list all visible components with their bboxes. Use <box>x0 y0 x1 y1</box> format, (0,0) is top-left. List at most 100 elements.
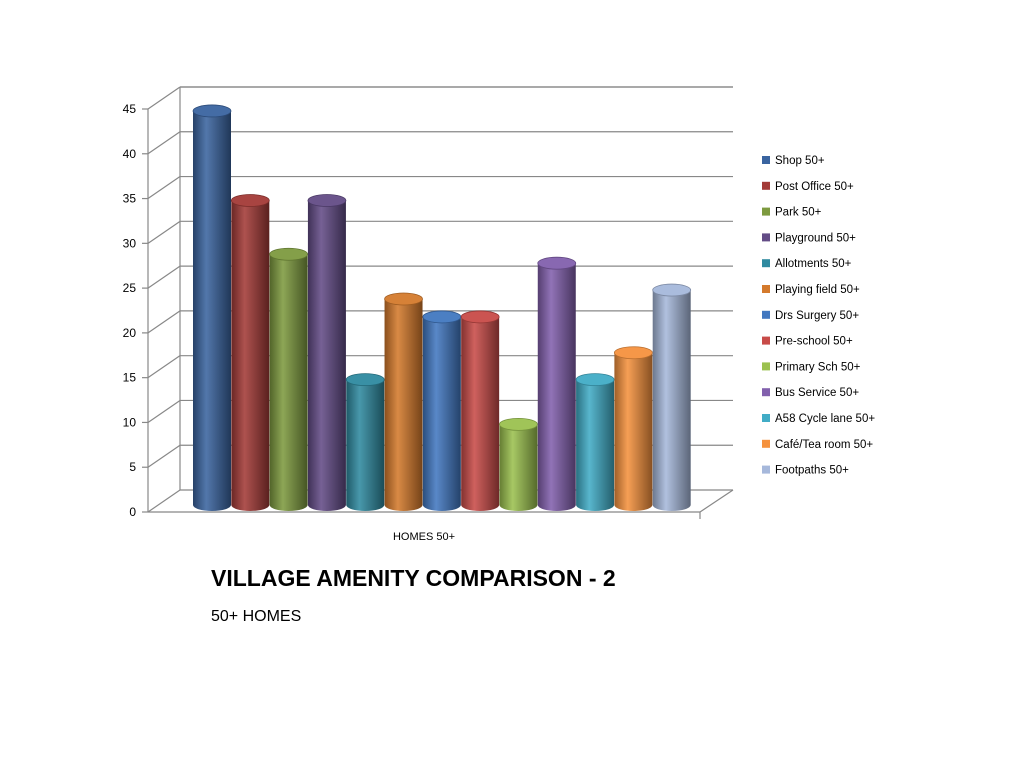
bar-top <box>230 194 270 207</box>
bar-body <box>307 200 346 512</box>
bar-top <box>537 256 577 270</box>
bars <box>192 104 692 512</box>
y-tick-label: 45 <box>123 102 137 116</box>
legend-label: Drs Surgery 50+ <box>775 310 859 322</box>
bar-top <box>345 373 385 387</box>
y-tick-label: 15 <box>123 371 137 385</box>
bar-playground-50 <box>307 194 347 512</box>
y-tick-label: 20 <box>123 326 137 340</box>
bar-body <box>614 352 653 512</box>
bar-park-50 <box>269 247 309 511</box>
bar-body <box>346 379 385 512</box>
bar-drs-surgery-50 <box>422 310 462 512</box>
legend-item-shop-50: Shop 50+ <box>762 155 825 167</box>
gridline <box>147 86 181 110</box>
bar-top <box>269 247 309 261</box>
gridline <box>147 444 181 468</box>
legend-label: Footpaths 50+ <box>775 465 849 477</box>
legend-label: Allotments 50+ <box>775 258 852 270</box>
bar-allotments-50 <box>345 373 385 512</box>
legend-label: Pre-school 50+ <box>775 336 853 348</box>
y-tick-label: 30 <box>123 236 137 250</box>
bar-top <box>422 310 462 324</box>
legend-item-post-office-50: Post Office 50+ <box>762 181 854 193</box>
legend-item-playing-field-50: Playing field 50+ <box>762 284 860 296</box>
legend-item-a58-cycle-lane-50: A58 Cycle lane 50+ <box>762 413 875 425</box>
legend-item-primary-sch-50: Primary Sch 50+ <box>762 361 861 373</box>
bar-top <box>575 373 615 387</box>
bar-top <box>192 104 232 118</box>
bar-post-office-50 <box>230 194 270 511</box>
legend-item-caf-tea-room-50: Café/Tea room 50+ <box>762 439 873 451</box>
bar-shop-50 <box>192 104 232 511</box>
gridline <box>147 489 181 513</box>
legend-label: Bus Service 50+ <box>775 387 859 399</box>
legend-swatch <box>762 259 770 268</box>
bar-body <box>231 200 270 511</box>
bar-bus-service-50 <box>537 256 577 512</box>
legend-label: Shop 50+ <box>775 155 825 167</box>
legend-swatch <box>762 439 770 448</box>
bar-top <box>460 310 500 324</box>
bar-primary-sch-50 <box>499 417 538 512</box>
bar-body <box>499 424 538 512</box>
legend-label: Playground 50+ <box>775 232 856 244</box>
gridline <box>147 220 181 244</box>
bar-top <box>652 283 692 297</box>
legend-item-allotments-50: Allotments 50+ <box>762 258 852 270</box>
bar-a58-cycle-lane-50 <box>575 373 615 511</box>
bar-playing-field-50 <box>384 292 423 512</box>
legend-item-bus-service-50: Bus Service 50+ <box>762 387 859 399</box>
x-category-label: HOMES 50+ <box>393 531 455 543</box>
legend-item-footpaths-50: Footpaths 50+ <box>762 465 849 477</box>
chart-title: VILLAGE AMENITY COMPARISON - 2 <box>211 565 616 591</box>
bar-body <box>461 316 500 512</box>
gridline <box>147 399 181 423</box>
gridline <box>147 355 181 379</box>
gridline <box>147 131 181 155</box>
legend-item-playground-50: Playground 50+ <box>762 232 856 244</box>
y-tick-label: 25 <box>123 281 137 295</box>
legend-label: A58 Cycle lane 50+ <box>775 413 875 425</box>
legend-item-park-50: Park 50+ <box>762 207 822 219</box>
legend-swatch <box>762 181 770 190</box>
y-tick-label: 0 <box>129 505 136 519</box>
bar-caf-tea-room-50 <box>613 346 653 512</box>
bar-top <box>384 292 423 306</box>
legend-swatch <box>762 388 770 397</box>
bar-body <box>576 379 615 511</box>
bar-body <box>269 254 308 511</box>
legend-swatch <box>762 285 770 293</box>
gridline <box>147 310 181 334</box>
y-tick-label: 10 <box>123 415 137 429</box>
legend-label: Café/Tea room 50+ <box>775 439 873 451</box>
legend-swatch <box>762 156 770 164</box>
bar-body <box>422 316 461 512</box>
legend-item-pre-school-50: Pre-school 50+ <box>762 336 853 348</box>
legend-label: Primary Sch 50+ <box>775 361 861 373</box>
bar-body <box>193 110 231 511</box>
bar-top <box>613 346 653 360</box>
bar-body <box>652 290 691 512</box>
gridline <box>147 176 181 200</box>
bar-body <box>537 263 576 512</box>
gridline <box>147 265 181 289</box>
y-tick-label: 35 <box>123 192 137 206</box>
x-axis: HOMES 50+ <box>393 531 455 543</box>
chart-subtitle: 50+ HOMES <box>211 608 302 625</box>
legend-swatch <box>762 336 770 345</box>
y-tick-label: 5 <box>129 460 136 474</box>
bar-top <box>499 417 538 431</box>
legend: Shop 50+ Post Office 50+ Park 50+ Playgroun… <box>762 155 875 477</box>
legend-label: Post Office 50+ <box>775 181 854 193</box>
bar-footpaths-50 <box>652 283 692 512</box>
y-axis: 0 5 10 15 20 25 30 35 40 45 <box>123 102 148 519</box>
legend-swatch <box>762 310 770 319</box>
legend-swatch <box>762 362 770 371</box>
legend-swatch <box>762 207 770 216</box>
bar-top <box>307 194 347 207</box>
bar-body <box>384 299 423 512</box>
legend-item-drs-surgery-50: Drs Surgery 50+ <box>762 310 859 322</box>
legend-label: Park 50+ <box>775 207 822 219</box>
